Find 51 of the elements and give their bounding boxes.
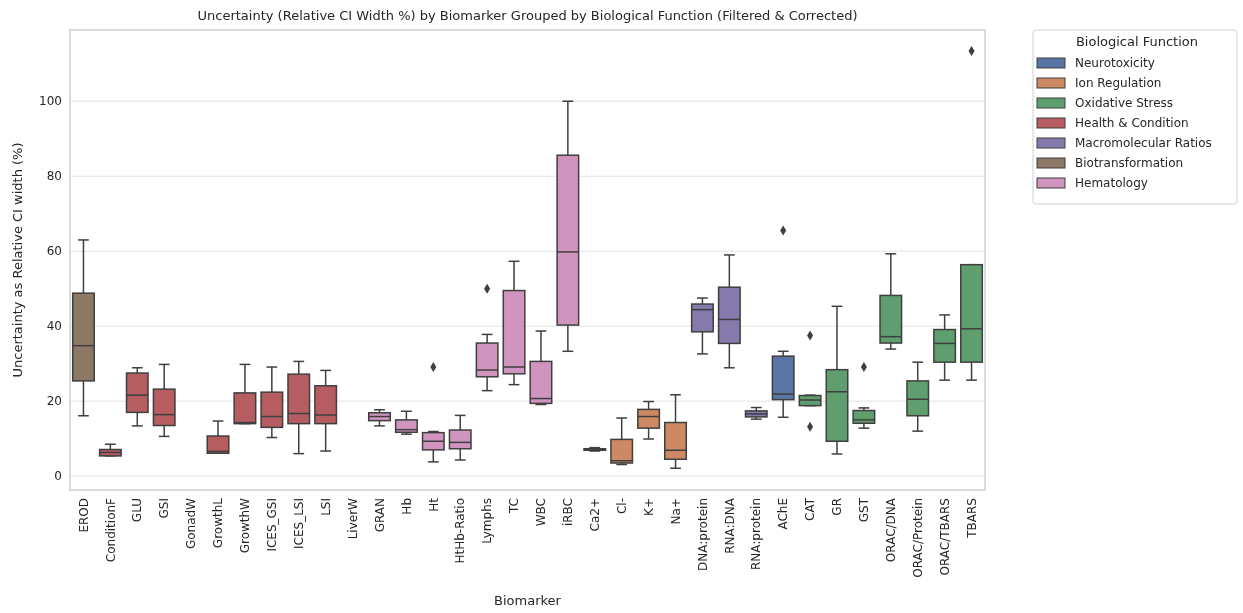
y-tick-label: 80 [46, 169, 62, 184]
legend-label: Hematology [1075, 176, 1148, 191]
legend-label: Macromolecular Ratios [1075, 136, 1212, 151]
x-tick-label: RNA:DNA [722, 497, 737, 554]
x-tick-label: GR [830, 498, 845, 516]
legend-title: Biological Function [1075, 34, 1199, 49]
x-tick-label: ICES_LSI [291, 498, 306, 549]
x-tick-label: ICES_GSI [265, 498, 280, 552]
x-tick-label: GLU [130, 498, 145, 523]
x-tick-label: Cl- [614, 498, 629, 515]
x-tick-label: Ht [426, 497, 441, 512]
y-tick-label: 40 [46, 319, 62, 334]
x-tick-label: Ca2+ [587, 498, 602, 532]
y-tick-label: 20 [46, 394, 62, 409]
x-tick-label: DNA:protein [695, 498, 710, 571]
legend-label: Health & Condition [1075, 116, 1189, 131]
legend-label: Ion Regulation [1075, 76, 1162, 91]
x-tick-label: GST [857, 497, 872, 523]
x-tick-label: WBC [534, 498, 549, 527]
x-tick-label: ORAC/DNA [884, 497, 899, 563]
x-axis-title: Biomarker [494, 593, 562, 608]
x-tick-label: Na+ [668, 498, 683, 525]
y-tick-label: 0 [54, 469, 62, 484]
y-tick-label: 60 [46, 244, 62, 259]
x-tick-label: TBARS [964, 498, 979, 539]
x-tick-label: GrowthL [211, 497, 226, 549]
x-tick-label: ORAC/TBARS [937, 498, 952, 576]
x-tick-label: GRAN [372, 498, 387, 533]
x-tick-label: HtHb-Ratio [453, 498, 468, 564]
x-tick-label: ConditionF [103, 497, 118, 563]
x-tick-label: LSI [318, 498, 333, 516]
x-tick-label: RNA:protein [749, 498, 764, 571]
x-tick-label: AChE [776, 498, 791, 530]
x-tick-label: TC [507, 498, 522, 515]
x-tick-label: GonadW [184, 497, 199, 550]
legend-label: Oxidative Stress [1075, 96, 1174, 111]
x-tick-label: Lymphs [480, 498, 495, 544]
x-tick-label: GSI [157, 498, 172, 519]
chart-title: Uncertainty (Relative CI Width %) by Biomarker Grouped by Biological Function (Filtered & Corrected) [197, 8, 858, 23]
x-tick-label: LiverW [345, 497, 360, 540]
x-tick-label: GrowthW [238, 497, 253, 554]
legend-label: Biotransformation [1075, 156, 1184, 171]
x-tick-label: iRBC [561, 498, 576, 527]
x-tick-label: EROD [76, 498, 91, 533]
x-tick-label: CAT [803, 497, 818, 521]
x-tick-label: Hb [399, 498, 414, 515]
y-axis-title: Uncertainty as Relative CI width (%) [10, 142, 25, 378]
legend-label: Neurotoxicity [1075, 56, 1155, 71]
x-tick-label: K+ [641, 498, 656, 516]
y-tick-label: 100 [39, 94, 62, 109]
x-tick-label: ORAC/Protein [910, 498, 925, 578]
